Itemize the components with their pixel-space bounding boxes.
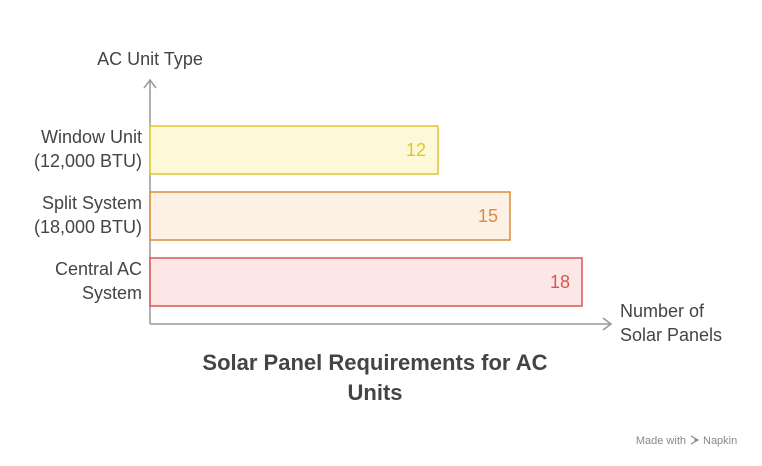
y-tick-label: Window Unit xyxy=(41,127,142,147)
bar xyxy=(149,191,511,241)
x-axis-arrow xyxy=(602,317,613,331)
watermark: Napkin xyxy=(703,435,737,447)
bar xyxy=(149,257,583,307)
value-label: 15 xyxy=(478,206,498,226)
y-tick-label: Split System xyxy=(42,193,142,213)
value-label: 12 xyxy=(406,140,426,160)
bar xyxy=(149,125,439,175)
watermark-logo xyxy=(690,435,700,445)
y-tick-label: (12,000 BTU) xyxy=(34,151,142,171)
x-axis-label: Solar Panels xyxy=(620,325,722,345)
y-axis-label: AC Unit Type xyxy=(97,49,203,69)
y-tick-label: System xyxy=(82,283,142,303)
chart-title: Units xyxy=(348,380,403,405)
x-axis-label: Number of xyxy=(620,301,705,321)
value-label: 18 xyxy=(550,272,570,292)
y-axis-arrow xyxy=(143,78,157,89)
y-tick-label: Central AC xyxy=(55,259,142,279)
watermark: Made with xyxy=(636,435,686,447)
y-tick-label: (18,000 BTU) xyxy=(34,217,142,237)
chart-title: Solar Panel Requirements for AC xyxy=(202,350,547,375)
